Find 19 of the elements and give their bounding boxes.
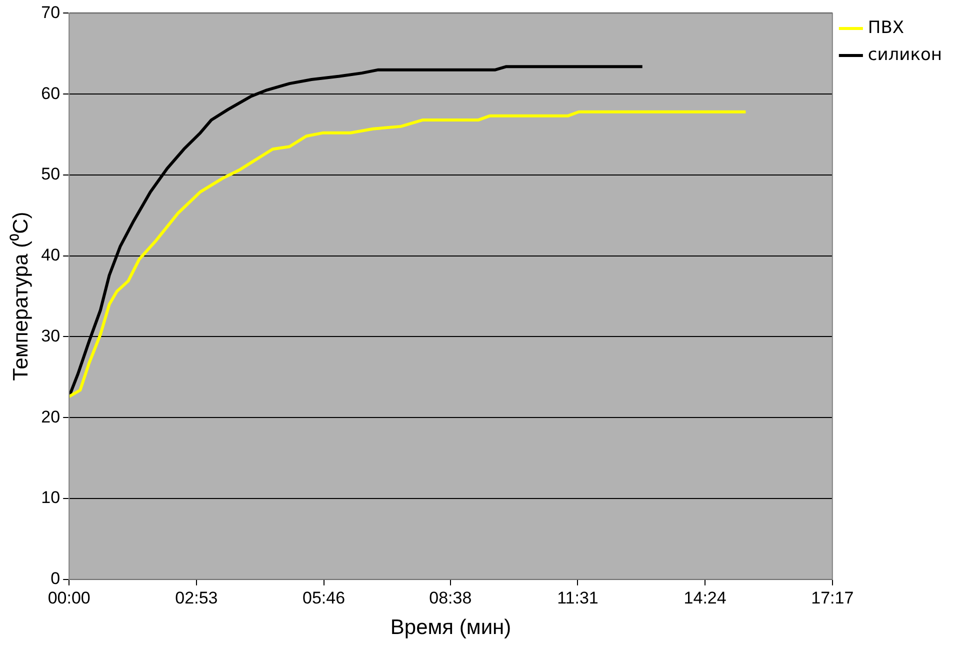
y-axis-title: Температура (⁰C) (9, 212, 32, 381)
x-tick-label: 08:38 (429, 588, 472, 608)
x-tick-label: 17:17 (811, 588, 854, 608)
x-tick-label: 11:31 (557, 588, 598, 608)
x-tick-label: 14:24 (684, 588, 726, 608)
x-axis-title: Время (мин) (390, 616, 512, 640)
y-tick-label: 50 (41, 164, 60, 184)
x-tick-label: 02:53 (175, 588, 218, 608)
y-tick-label: 0 (50, 569, 60, 588)
y-tick-label: 70 (41, 2, 60, 22)
legend-label: силикон (868, 44, 942, 65)
x-tick-label: 05:46 (302, 588, 346, 608)
y-tick-label: 10 (41, 488, 60, 508)
legend-label: ПВХ (868, 18, 904, 38)
y-tick-label: 40 (41, 246, 60, 265)
y-tick-label: 60 (41, 84, 60, 103)
y-tick-label: 20 (41, 407, 60, 426)
y-tick-label: 30 (41, 326, 60, 346)
x-tick-label: 00:00 (48, 588, 90, 608)
